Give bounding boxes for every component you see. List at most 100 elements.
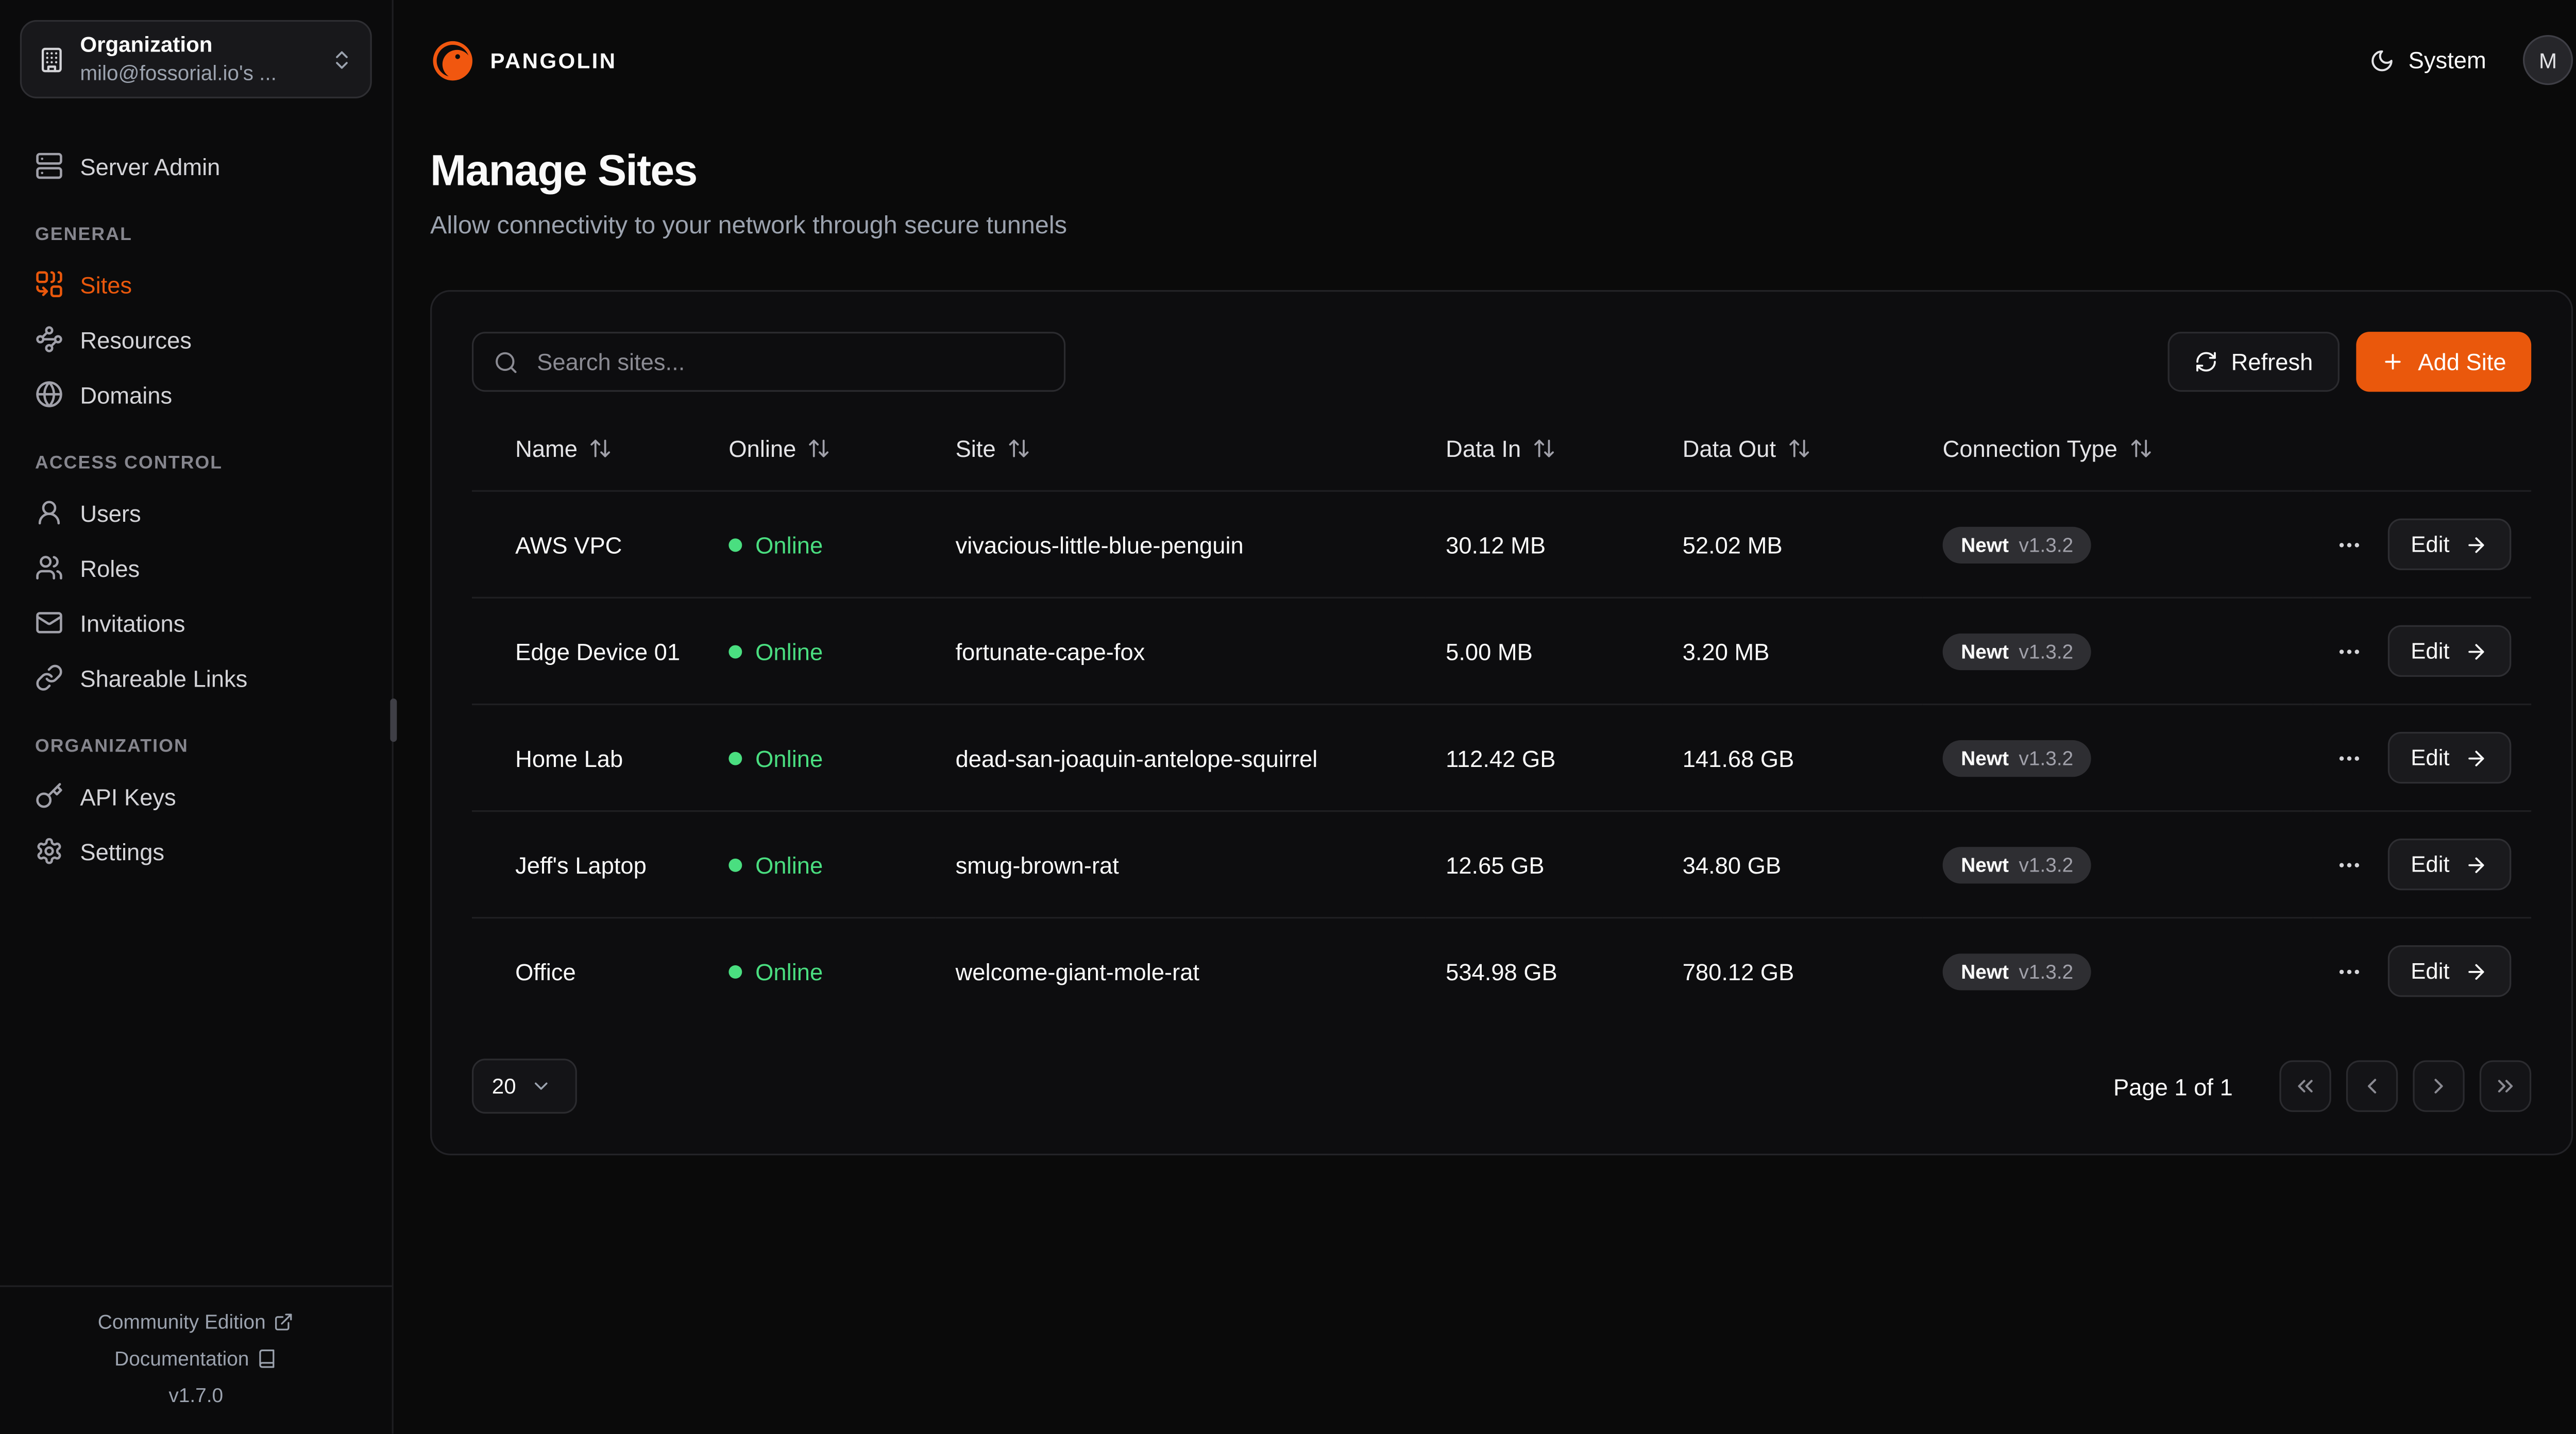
sidebar-item-label: Shareable Links	[80, 664, 248, 691]
topbar-right: System M	[2370, 35, 2573, 86]
sidebar-item-settings[interactable]: Settings	[20, 824, 372, 879]
last-page-button[interactable]	[2479, 1060, 2532, 1112]
row-menu-button[interactable]	[2333, 846, 2366, 883]
sort-icon	[589, 437, 613, 460]
link-icon	[35, 663, 63, 692]
data-out: 34.80 GB	[1662, 810, 1923, 918]
column-header-connection-type[interactable]: Connection Type	[1923, 418, 2313, 491]
card-footer: 20 Page 1 of 1	[471, 1059, 2532, 1114]
column-header-name[interactable]: Name	[472, 418, 709, 491]
sidebar-item-shareable-links[interactable]: Shareable Links	[20, 650, 372, 705]
data-out: 3.20 MB	[1662, 596, 1923, 705]
external-link-icon	[274, 1312, 294, 1332]
nav-section: ACCESS CONTROL Users Roles Invitations Share…	[20, 453, 372, 705]
row-menu-button[interactable]	[2333, 526, 2366, 562]
row-actions: Edit	[2333, 945, 2512, 997]
org-selector[interactable]: Organization milo@fossorial.io's ...	[20, 20, 372, 98]
next-page-button[interactable]	[2413, 1060, 2465, 1112]
chevrons-up-down-icon	[330, 47, 353, 71]
online-dot-icon	[728, 751, 742, 764]
chevrons-left-icon	[2293, 1073, 2318, 1099]
refresh-button[interactable]: Refresh	[2167, 332, 2340, 392]
chevron-down-icon	[531, 1076, 553, 1097]
column-header-data-in[interactable]: Data In	[1426, 418, 1663, 491]
documentation-label: Documentation	[114, 1347, 249, 1371]
data-in: 5.00 MB	[1426, 596, 1663, 705]
sidebar-item-label: Server Admin	[80, 152, 221, 179]
sidebar-item-api-keys[interactable]: API Keys	[20, 769, 372, 824]
table-row: AWS VPC Online vivacious-little-blue-pengu…	[471, 490, 2532, 598]
arrow-right-icon	[2465, 746, 2488, 769]
theme-toggle[interactable]: System	[2370, 47, 2486, 73]
nav-section-label: ACCESS CONTROL	[35, 453, 223, 474]
sidebar-item-resources[interactable]: Resources	[20, 312, 372, 367]
page-title: Manage Sites	[430, 145, 698, 195]
data-in: 30.12 MB	[1426, 490, 1663, 598]
sidebar-resize-handle[interactable]	[390, 698, 397, 742]
page-info: Page 1 of 1	[2113, 1072, 2233, 1100]
row-menu-button[interactable]	[2333, 633, 2366, 669]
edit-button[interactable]: Edit	[2387, 518, 2512, 570]
edit-button[interactable]: Edit	[2387, 839, 2512, 891]
sidebar-item-label: Domains	[80, 381, 173, 408]
nav-section-label: GENERAL	[35, 225, 133, 245]
column-header-actions	[2313, 418, 2531, 491]
first-page-button[interactable]	[2279, 1060, 2331, 1112]
column-header-data-out[interactable]: Data Out	[1663, 418, 1923, 491]
edit-button[interactable]: Edit	[2387, 625, 2512, 677]
data-in: 112.42 GB	[1426, 703, 1663, 811]
page-subtitle: Allow connectivity to your network throu…	[430, 212, 1067, 241]
community-edition-link[interactable]: Community Edition	[20, 1310, 372, 1334]
mail-icon	[35, 608, 63, 637]
refresh-icon	[2194, 350, 2217, 373]
sidebar-item-users[interactable]: Users	[20, 485, 372, 540]
nav-section: GENERAL Sites Resources Domains	[20, 225, 372, 422]
data-out: 141.68 GB	[1662, 703, 1923, 811]
search-input[interactable]	[533, 347, 1044, 377]
data-in: 12.65 GB	[1426, 810, 1663, 918]
sort-icon	[1788, 437, 1811, 460]
sidebar-item-server-admin[interactable]: Server Admin	[20, 139, 372, 194]
avatar[interactable]: M	[2522, 35, 2573, 86]
pager: Page 1 of 1	[2113, 1060, 2532, 1112]
connection-type-badge: Newt v1.3.2	[1942, 846, 2092, 883]
edit-button[interactable]: Edit	[2387, 731, 2512, 784]
plus-icon	[2381, 350, 2404, 373]
sidebar-item-sites[interactable]: Sites	[20, 257, 372, 312]
sidebar-item-roles[interactable]: Roles	[20, 540, 372, 595]
add-site-button[interactable]: Add Site	[2356, 332, 2532, 392]
brand[interactable]: PANGOLIN	[430, 38, 617, 82]
community-edition-label: Community Edition	[97, 1310, 266, 1334]
building-icon	[38, 46, 65, 73]
documentation-link[interactable]: Documentation	[20, 1347, 372, 1370]
online-dot-icon	[728, 964, 742, 978]
pager-buttons	[2279, 1060, 2532, 1112]
nav-section: ORGANIZATION API Keys Settings	[20, 737, 372, 879]
site-name: Home Lab	[471, 703, 709, 811]
sidebar-item-domains[interactable]: Domains	[20, 367, 372, 422]
previous-page-button[interactable]	[2346, 1060, 2398, 1112]
org-title: Organization	[80, 31, 213, 57]
arrow-right-icon	[2465, 639, 2488, 662]
column-header-online[interactable]: Online	[709, 418, 936, 491]
sidebar-item-invitations[interactable]: Invitations	[20, 595, 372, 650]
site-id: vivacious-little-blue-penguin	[935, 490, 1426, 598]
row-menu-button[interactable]	[2333, 953, 2366, 989]
connection-type-badge: Newt v1.3.2	[1942, 739, 2092, 776]
column-header-site[interactable]: Site	[936, 418, 1426, 491]
sidebar-item-label: API Keys	[80, 782, 176, 810]
row-menu-button[interactable]	[2333, 739, 2366, 776]
org-subtitle: milo@fossorial.io's ...	[80, 61, 277, 85]
online-status: Online	[728, 638, 915, 664]
nav-section-label: ORGANIZATION	[35, 737, 189, 757]
main-content: PANGOLIN System M Manage Sites Allow con…	[393, 0, 2576, 1434]
table-row: Jeff's Laptop Online smug-brown-rat 12.65 G…	[471, 810, 2532, 918]
table-row: Office Online welcome-giant-mole-rat 534.98…	[471, 917, 2532, 1024]
page-size-select[interactable]: 20	[471, 1059, 577, 1114]
site-id: welcome-giant-mole-rat	[935, 917, 1426, 1024]
edit-button[interactable]: Edit	[2387, 945, 2512, 997]
brand-name: PANGOLIN	[490, 47, 617, 73]
row-actions: Edit	[2333, 731, 2512, 784]
sidebar-top-nav: Server Admin	[20, 139, 372, 194]
version-label: v1.7.0	[168, 1384, 224, 1407]
